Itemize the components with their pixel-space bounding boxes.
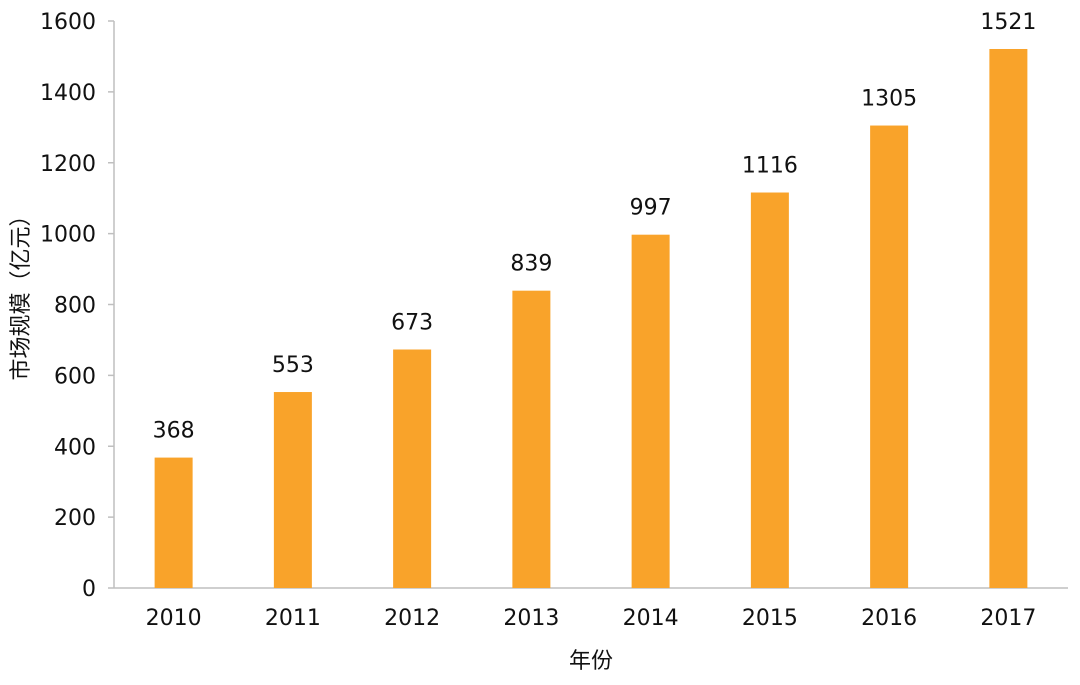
bar-2011: [273, 392, 312, 588]
bar-2014: [631, 234, 670, 589]
data-labels: 368 553 673 839 997 1116 1305 1521: [153, 10, 1037, 444]
y-tick-label: 600: [54, 364, 96, 389]
x-axis-title: 年份: [569, 649, 613, 674]
data-label: 368: [153, 419, 195, 444]
data-label: 997: [630, 196, 672, 221]
bar-2012: [393, 349, 432, 588]
x-tick-label: 2017: [980, 606, 1036, 631]
y-tick-label: 1400: [40, 81, 96, 106]
bar-2016: [870, 125, 909, 589]
x-tick-label: 2013: [503, 606, 559, 631]
x-tick-label: 2015: [742, 606, 798, 631]
x-tick-label: 2016: [861, 606, 917, 631]
bar-2013: [512, 290, 551, 588]
y-tick-label: 800: [54, 294, 96, 319]
x-tick-label: 2014: [623, 606, 679, 631]
y-axis-ticks: 0 200 400 600 800 1000 1200 1400 1600: [40, 10, 114, 602]
x-tick-label: 2010: [146, 606, 202, 631]
y-tick-label: 200: [54, 506, 96, 531]
bar-2010: [154, 457, 193, 588]
x-tick-label: 2011: [265, 606, 321, 631]
x-axis-ticks: 2010 2011 2012 2013 2014 2015 2016 2017: [146, 606, 1037, 631]
bar-2017: [989, 48, 1028, 589]
y-tick-label: 1600: [40, 10, 96, 35]
x-tick-label: 2012: [384, 606, 440, 631]
data-label: 1521: [980, 10, 1036, 35]
data-label: 1116: [742, 154, 798, 179]
data-label: 839: [510, 252, 552, 277]
y-tick-label: 0: [82, 577, 96, 602]
data-label: 553: [272, 353, 314, 378]
y-tick-label: 1200: [40, 152, 96, 177]
bars: [154, 48, 1028, 589]
y-tick-label: 400: [54, 435, 96, 460]
bar-2015: [750, 192, 789, 588]
data-label: 673: [391, 311, 433, 336]
y-tick-label: 1000: [40, 223, 96, 248]
y-axis-title: 市场规模（亿元）: [9, 204, 34, 380]
data-label: 1305: [861, 87, 917, 112]
